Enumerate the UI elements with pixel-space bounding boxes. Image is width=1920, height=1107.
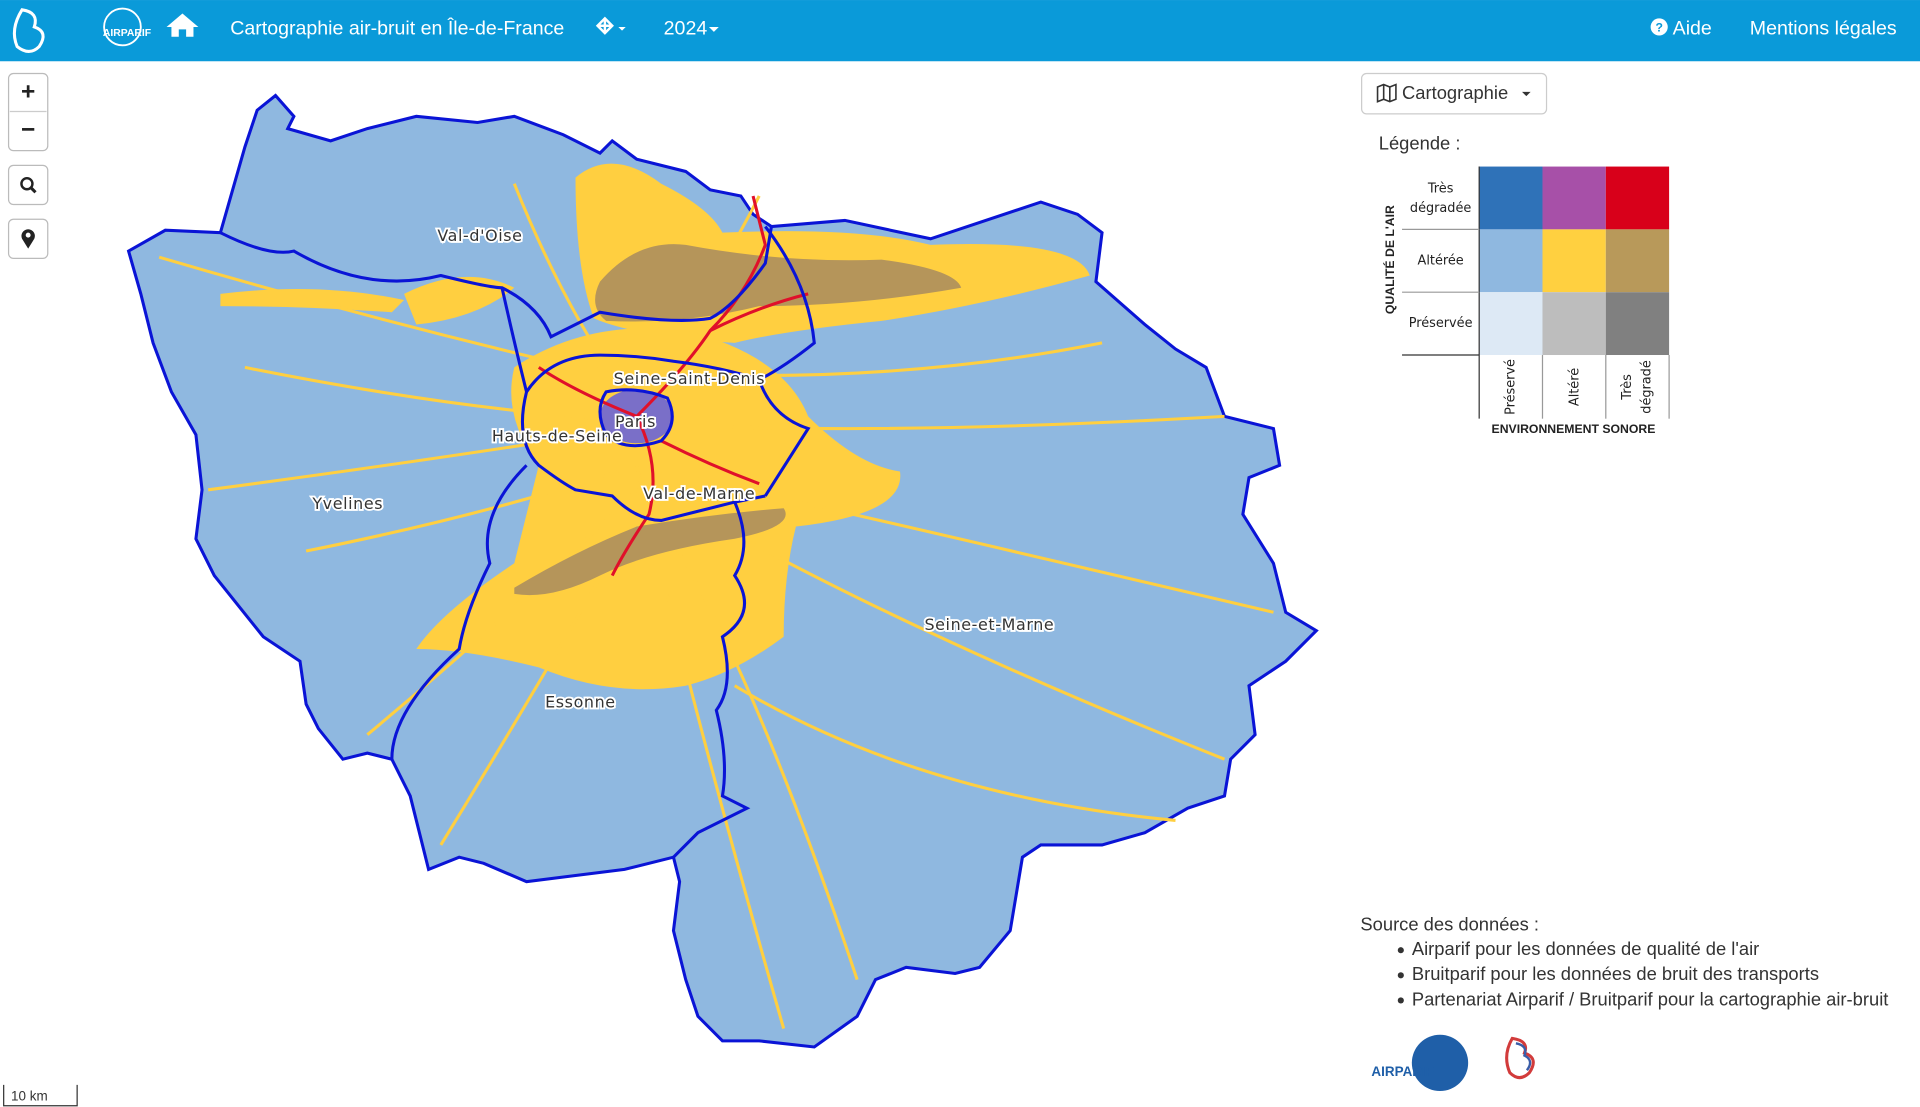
legend-row-text: Très dégradée [1409, 180, 1472, 216]
locate-button[interactable] [7, 218, 49, 260]
road-network [158, 183, 1274, 1030]
year-menu[interactable]: 2024 [664, 18, 708, 40]
footer-airparif-logo: AIRPARIF [1371, 1034, 1469, 1092]
help-text: Aide [1673, 18, 1712, 40]
legend-col-label: Altéré [1566, 367, 1582, 406]
airparif-logo[interactable]: AIRPARIF [103, 7, 151, 47]
legend-cell [1479, 229, 1543, 293]
legend-row-text: Préservée [1408, 316, 1473, 331]
scale-text: 10 km [11, 1089, 48, 1104]
sources-title: Source des données : [1360, 914, 1539, 935]
footer-bruitparif-logo [1505, 1036, 1535, 1080]
home-icon[interactable] [166, 13, 199, 37]
zoom-in[interactable]: + [21, 79, 35, 106]
map-label: Paris [615, 412, 656, 431]
source-item: Bruitparif pour les données de bruit des… [1412, 963, 1819, 984]
zoom-out[interactable]: − [21, 117, 35, 144]
sources-list: Airparif pour les données de qualité de … [1397, 938, 1889, 1009]
degraded-zones [514, 244, 962, 596]
legal-link[interactable]: Mentions légales [1750, 18, 1897, 40]
layer-button[interactable]: Cartographie [1361, 72, 1548, 115]
layers-menu[interactable] [595, 16, 626, 35]
bullet [1397, 947, 1404, 954]
legend-cell [1605, 229, 1670, 293]
zoom-control: + − [7, 72, 49, 152]
legend-x-title: ENVIRONNEMENT SONORE [1492, 422, 1656, 436]
department-borders [219, 225, 816, 859]
search-button[interactable] [7, 164, 49, 206]
map-label: Hauts-de-Seine [492, 427, 622, 446]
map-label: Seine-et-Marne [924, 615, 1054, 634]
legend-cell [1479, 292, 1543, 356]
legend-col-text: Très dégradé [1620, 360, 1655, 414]
bruitparif-logo[interactable] [12, 8, 45, 53]
altered-zones [220, 163, 1090, 690]
legend-cell [1479, 166, 1543, 230]
year-caret [708, 26, 719, 32]
map-label: Yvelines [311, 494, 383, 513]
legend-col-text: Altéré [1566, 367, 1582, 406]
layer-button-text: Cartographie [1402, 82, 1508, 103]
header-bar [0, 0, 1920, 62]
legend-cell [1542, 166, 1606, 230]
bullet [1397, 997, 1404, 1004]
legend-col-label: Préservé [1503, 358, 1519, 415]
legend-row-text: Altérée [1417, 253, 1464, 269]
map-label: Val-de-Marne [643, 484, 755, 503]
airparif-logo-text: AIRPARIF [103, 28, 151, 39]
legend-cell [1542, 229, 1606, 293]
legend-title: Légende : [1379, 132, 1461, 153]
legend-row-label: Préservée [1408, 316, 1473, 331]
legend-matrix: QUALITÉ DE L'AIR ENVIRONNEMENT SONORE Tr… [1382, 166, 1670, 436]
legend-cell [1605, 292, 1670, 356]
footer-logo-text: AIRPARIF [1371, 1064, 1434, 1079]
svg-text:?: ? [1655, 20, 1662, 34]
scale-bar: 10 km [3, 1084, 78, 1107]
help-link[interactable]: ? Aide [1650, 18, 1712, 40]
legend-cell [1542, 292, 1606, 356]
map-label: Seine-Saint-Denis [614, 369, 765, 388]
legend-col-text: Préservé [1503, 358, 1519, 415]
bullet [1397, 972, 1404, 979]
map[interactable]: Val-d'Oise Seine-Saint-Denis Paris Hauts… [126, 93, 1319, 1049]
legend-row-label: Très dégradée [1409, 180, 1472, 216]
legend-y-title: QUALITÉ DE L'AIR [1382, 205, 1397, 314]
legend-col-label: Très dégradé [1620, 360, 1655, 414]
source-item: Airparif pour les données de qualité de … [1412, 938, 1759, 959]
map-label: Val-d'Oise [437, 226, 522, 245]
legend-row-label: Altérée [1417, 253, 1464, 269]
legend-cell [1605, 166, 1670, 230]
source-item: Partenariat Airparif / Bruitparif pour l… [1412, 988, 1889, 1009]
map-label: Essonne [545, 692, 616, 711]
app-title[interactable]: Cartographie air-bruit en Île-de-France [230, 17, 564, 40]
